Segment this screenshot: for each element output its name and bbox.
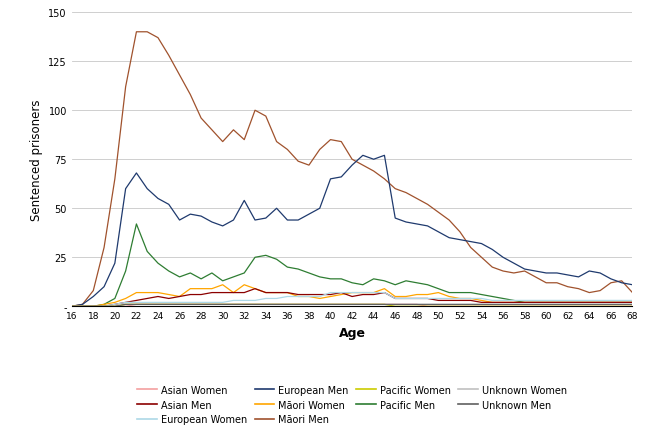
Legend: Asian Women, Asian Men, European Women, European Men, Māori Women, Māori Men, Pa: Asian Women, Asian Men, European Women, … [138,385,567,424]
X-axis label: Age: Age [338,326,366,339]
Y-axis label: Sentenced prisoners: Sentenced prisoners [30,99,42,220]
